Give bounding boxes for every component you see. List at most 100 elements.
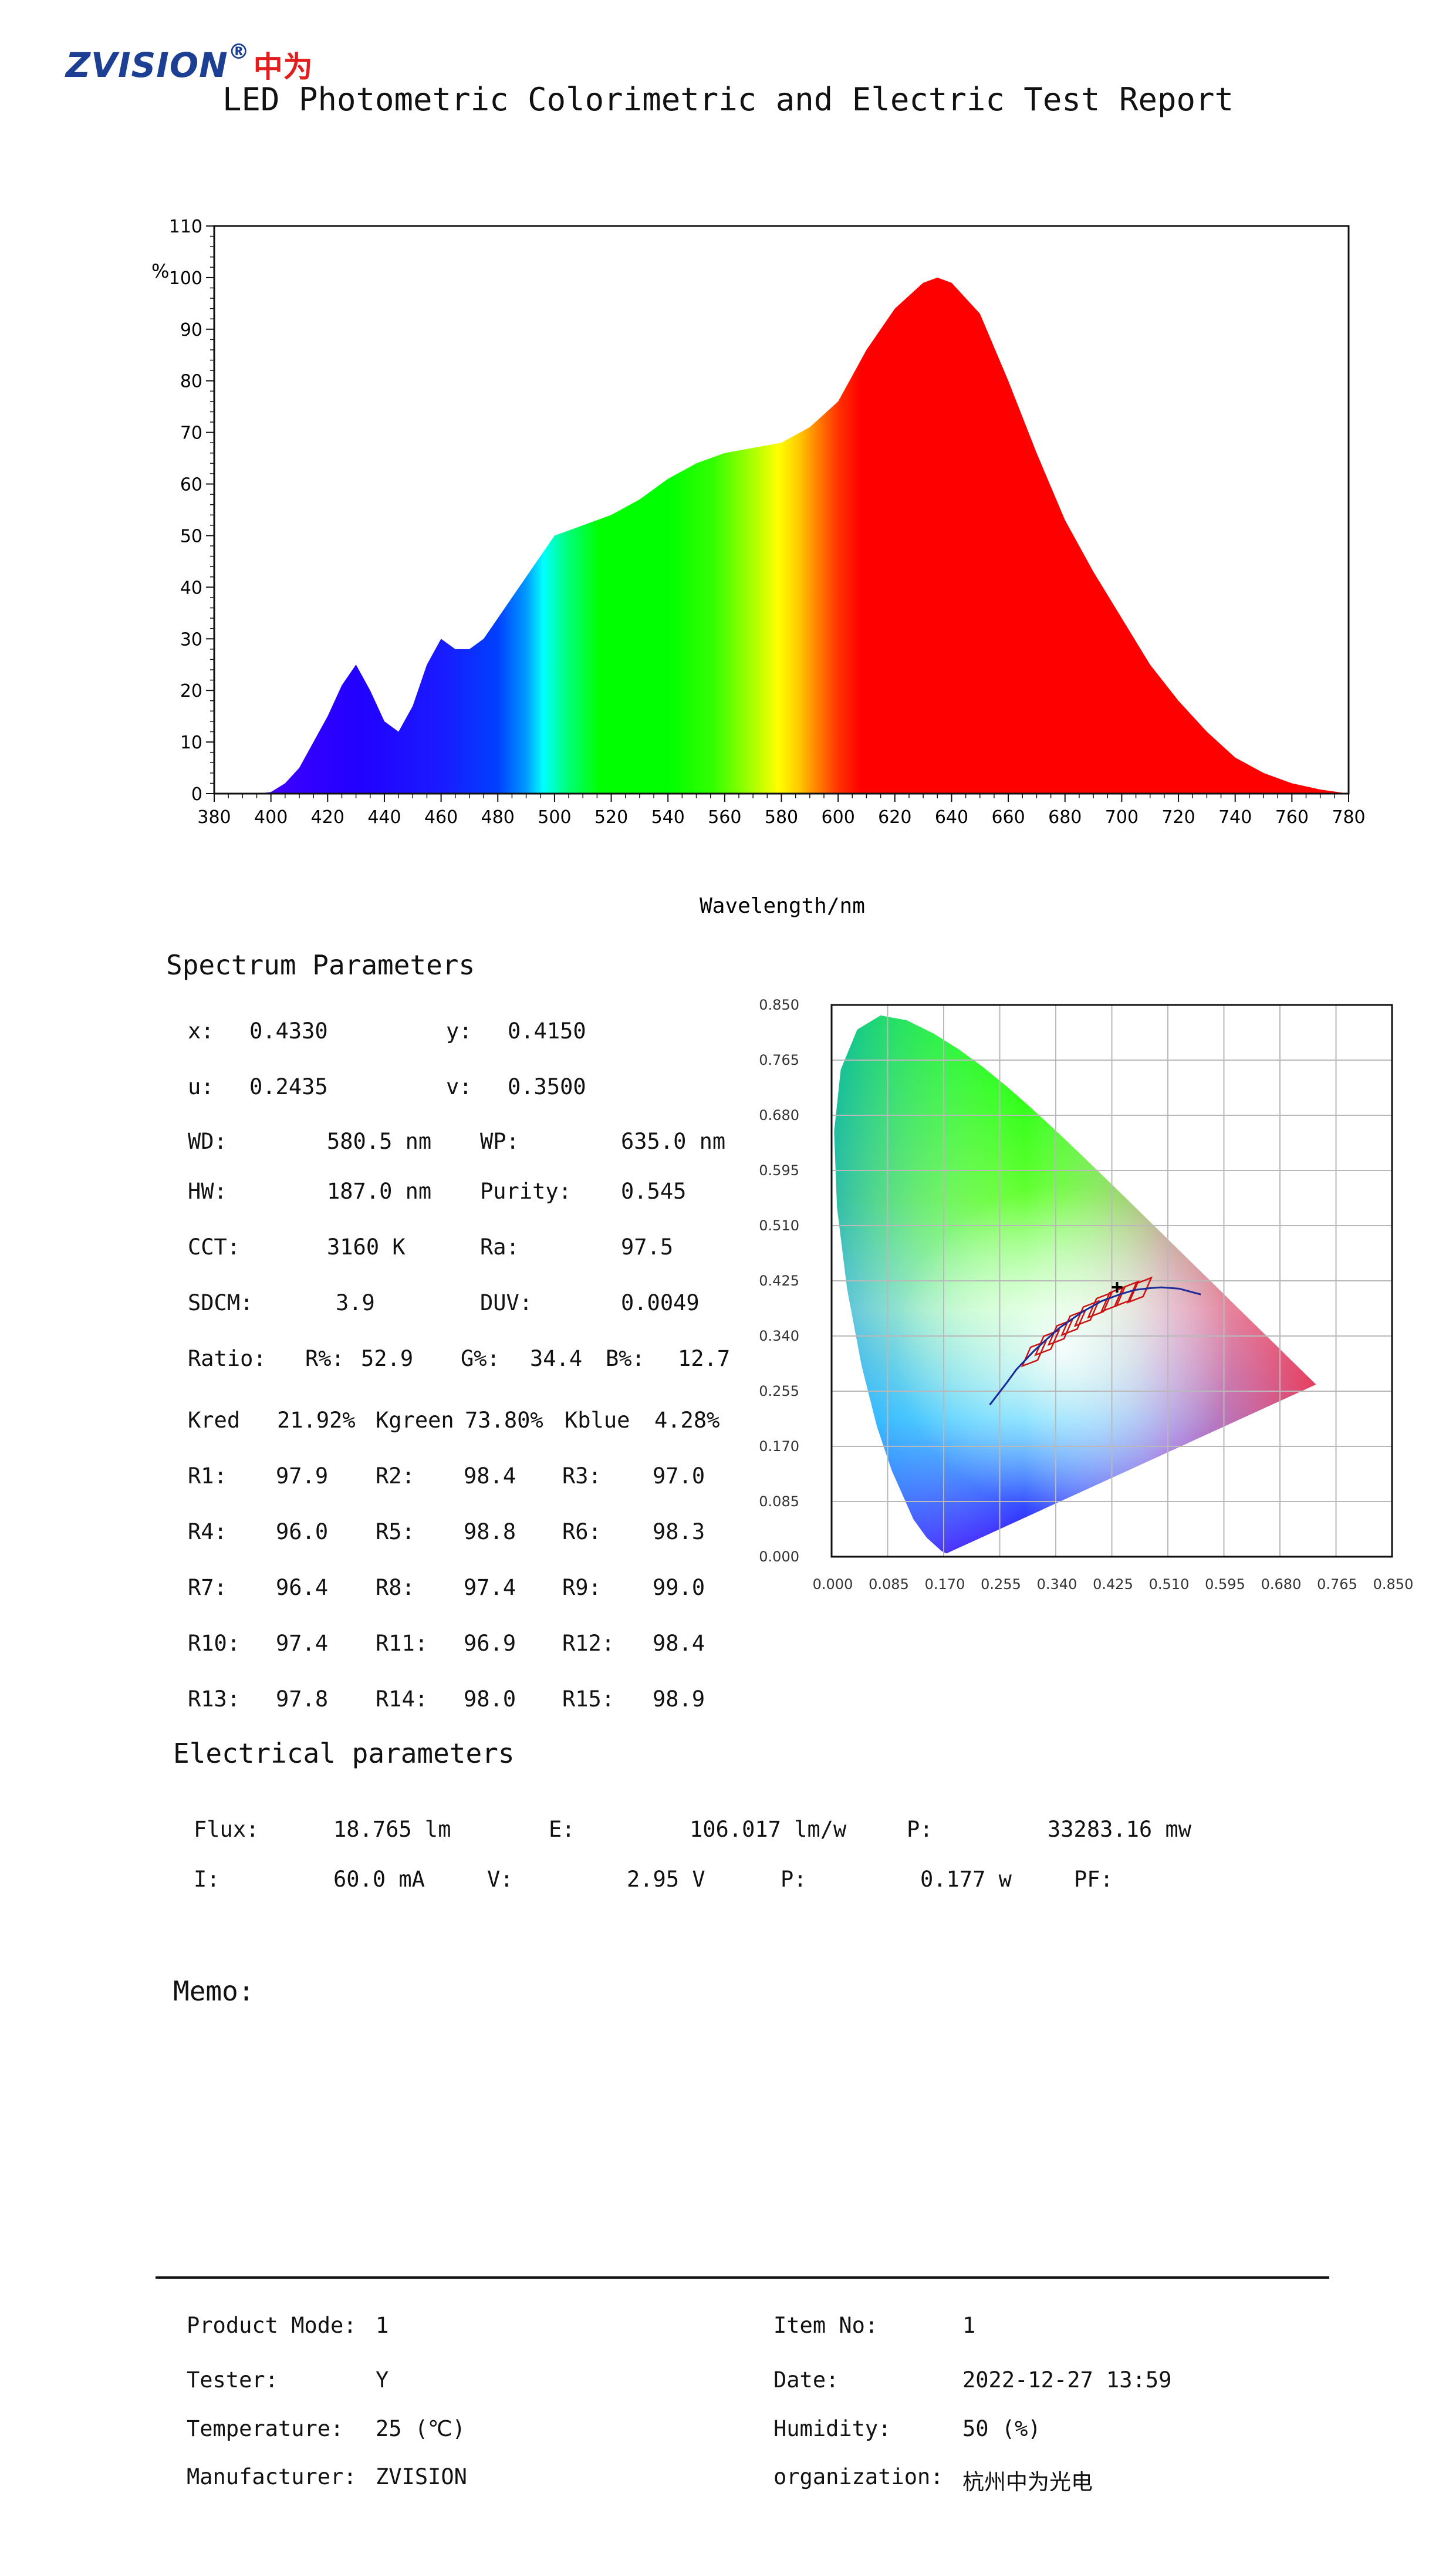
tester-value: Y (376, 2367, 389, 2393)
macadam-bin (1034, 1329, 1060, 1357)
spectrum-ytick-label: 40 (180, 578, 202, 598)
param-hw-value: 187.0 nm (327, 1179, 432, 1204)
param-cct-value: 3160 K (327, 1234, 406, 1260)
efficacy-label: E: (549, 1817, 575, 1842)
cie-xtick-label: 0.340 (1037, 1576, 1077, 1593)
spectrum-xtick-label: 440 (367, 807, 401, 828)
ratio-label: Ratio: (188, 1346, 266, 1371)
cie-ytick-label: 0.680 (759, 1107, 799, 1124)
flux-label: Flux: (194, 1817, 259, 1842)
spectrum-xlabel: Wavelength/nm (700, 894, 865, 918)
cri-label: R12: (562, 1631, 615, 1656)
spectrum-ytick-label: 0 (191, 784, 202, 805)
spectrum-area (214, 277, 1349, 794)
product-mode-value: 1 (376, 2313, 389, 2338)
ratio-r-label: R%: (305, 1346, 344, 1371)
cri-label: R8: (376, 1575, 415, 1600)
cie-ytick-label: 0.340 (759, 1328, 799, 1344)
humidity-label: Humidity: (773, 2416, 891, 2441)
ratio-g-value: 34.4 (530, 1346, 583, 1371)
cri-value: 96.9 (464, 1631, 516, 1656)
spectrum-ytick-label: 80 (180, 372, 202, 392)
cie-ytick-label: 0.000 (759, 1548, 799, 1565)
ratio-r-value: 52.9 (361, 1346, 414, 1371)
current-value: 60.0 mA (333, 1867, 425, 1892)
cie-xtick-label: 0.510 (1149, 1576, 1190, 1593)
cri-value: 98.8 (464, 1519, 516, 1544)
param-purity-label: Purity: (480, 1179, 572, 1204)
param-ra-label: Ra: (480, 1234, 519, 1260)
cie-plot-frame (830, 1004, 1393, 1558)
spectrum-xtick-label: 460 (424, 807, 458, 828)
param-duv-label: DUV: (480, 1290, 533, 1315)
spectrum-ytick-label: 90 (180, 320, 202, 340)
macadam-bin (1021, 1340, 1048, 1368)
cri-label: R9: (562, 1575, 602, 1600)
cri-value: 98.9 (653, 1686, 705, 1712)
cri-label: R10: (188, 1631, 241, 1656)
spectrum-xtick-label: 640 (935, 807, 968, 828)
item-no-label: Item No: (773, 2313, 879, 2338)
param-v-value: 0.3500 (508, 1074, 586, 1099)
memo-label: Memo: (173, 1975, 255, 2007)
efficacy-value: 106.017 lm/w (690, 1817, 847, 1842)
param-wp-label: WP: (480, 1129, 519, 1154)
spectrum-ytick-label: 50 (180, 526, 202, 546)
cie-xtick-label: 0.765 (1317, 1576, 1357, 1593)
planckian-locus (989, 1286, 1201, 1406)
spectrum-xtick-label: 620 (878, 807, 911, 828)
footer-divider (156, 2276, 1329, 2279)
spectrum-ytick-label: 20 (180, 681, 202, 701)
spectrum-xtick-label: 740 (1218, 807, 1252, 828)
spectrum-ytick-label: 100 (169, 268, 202, 289)
param-y-value: 0.4150 (508, 1018, 586, 1044)
spectrum-ytick-label: 60 (180, 475, 202, 495)
spectrum-ytick-label: 30 (180, 629, 202, 650)
param-x-label: x: (188, 1018, 214, 1044)
humidity-value: 50 (%) (962, 2416, 1041, 2441)
brand-logo: ZVISION® 中为 (66, 40, 313, 86)
ratio-b-value: 12.7 (678, 1346, 731, 1371)
kred-label: Kred (188, 1408, 241, 1433)
cri-label: R7: (188, 1575, 227, 1600)
cri-label: R2: (376, 1463, 415, 1489)
cri-label: R6: (562, 1519, 602, 1544)
param-cct-label: CCT: (188, 1234, 241, 1260)
cie-ytick-label: 0.170 (759, 1438, 799, 1455)
cri-label: R14: (376, 1686, 428, 1712)
spectrum-ytick-label: 10 (180, 733, 202, 753)
spectrum-ytick-label: 110 (169, 217, 202, 237)
spectrum-xtick-label: 540 (651, 807, 685, 828)
voltage-label: V: (487, 1867, 514, 1892)
brand-name: ZVISION (66, 45, 228, 85)
spectrum-xtick-label: 700 (1105, 807, 1139, 828)
temperature-value: 25 (℃) (376, 2416, 465, 2441)
param-duv-value: 0.0049 (621, 1290, 700, 1315)
kgreen-value: 73.80% (465, 1408, 543, 1433)
cie-xtick-label: 0.000 (813, 1576, 853, 1593)
voltage-value: 2.95 V (627, 1867, 705, 1892)
param-x-value: 0.4330 (249, 1018, 328, 1044)
spectrum-xtick-label: 660 (991, 807, 1025, 828)
spectrum-ytick-label: 70 (180, 423, 202, 444)
param-ra-value: 97.5 (621, 1234, 674, 1260)
power-value: 0.177 w (920, 1867, 1012, 1892)
cri-label: R15: (562, 1686, 615, 1712)
cri-value: 97.9 (276, 1463, 329, 1489)
spectrum-xtick-label: 600 (822, 807, 855, 828)
optical-power-label: P: (907, 1817, 933, 1842)
optical-power-value: 33283.16 mw (1048, 1817, 1192, 1842)
spectrum-xtick-label: 500 (538, 807, 571, 828)
spectrum-xtick-label: 780 (1332, 807, 1365, 828)
cie-ytick-label: 0.765 (759, 1052, 799, 1068)
spectrum-xtick-label: 580 (765, 807, 798, 828)
spectrum-xtick-label: 560 (708, 807, 741, 828)
cie-ytick-label: 0.595 (759, 1162, 799, 1179)
cie-white-overlay (834, 1015, 1316, 1554)
cri-value: 97.0 (653, 1463, 705, 1489)
param-wd-value: 580.5 nm (327, 1129, 432, 1154)
spectrum-xtick-label: 720 (1161, 807, 1195, 828)
cie-xtick-label: 0.085 (869, 1576, 909, 1593)
cri-value: 98.4 (653, 1631, 705, 1656)
spectrum-xtick-label: 680 (1048, 807, 1082, 828)
